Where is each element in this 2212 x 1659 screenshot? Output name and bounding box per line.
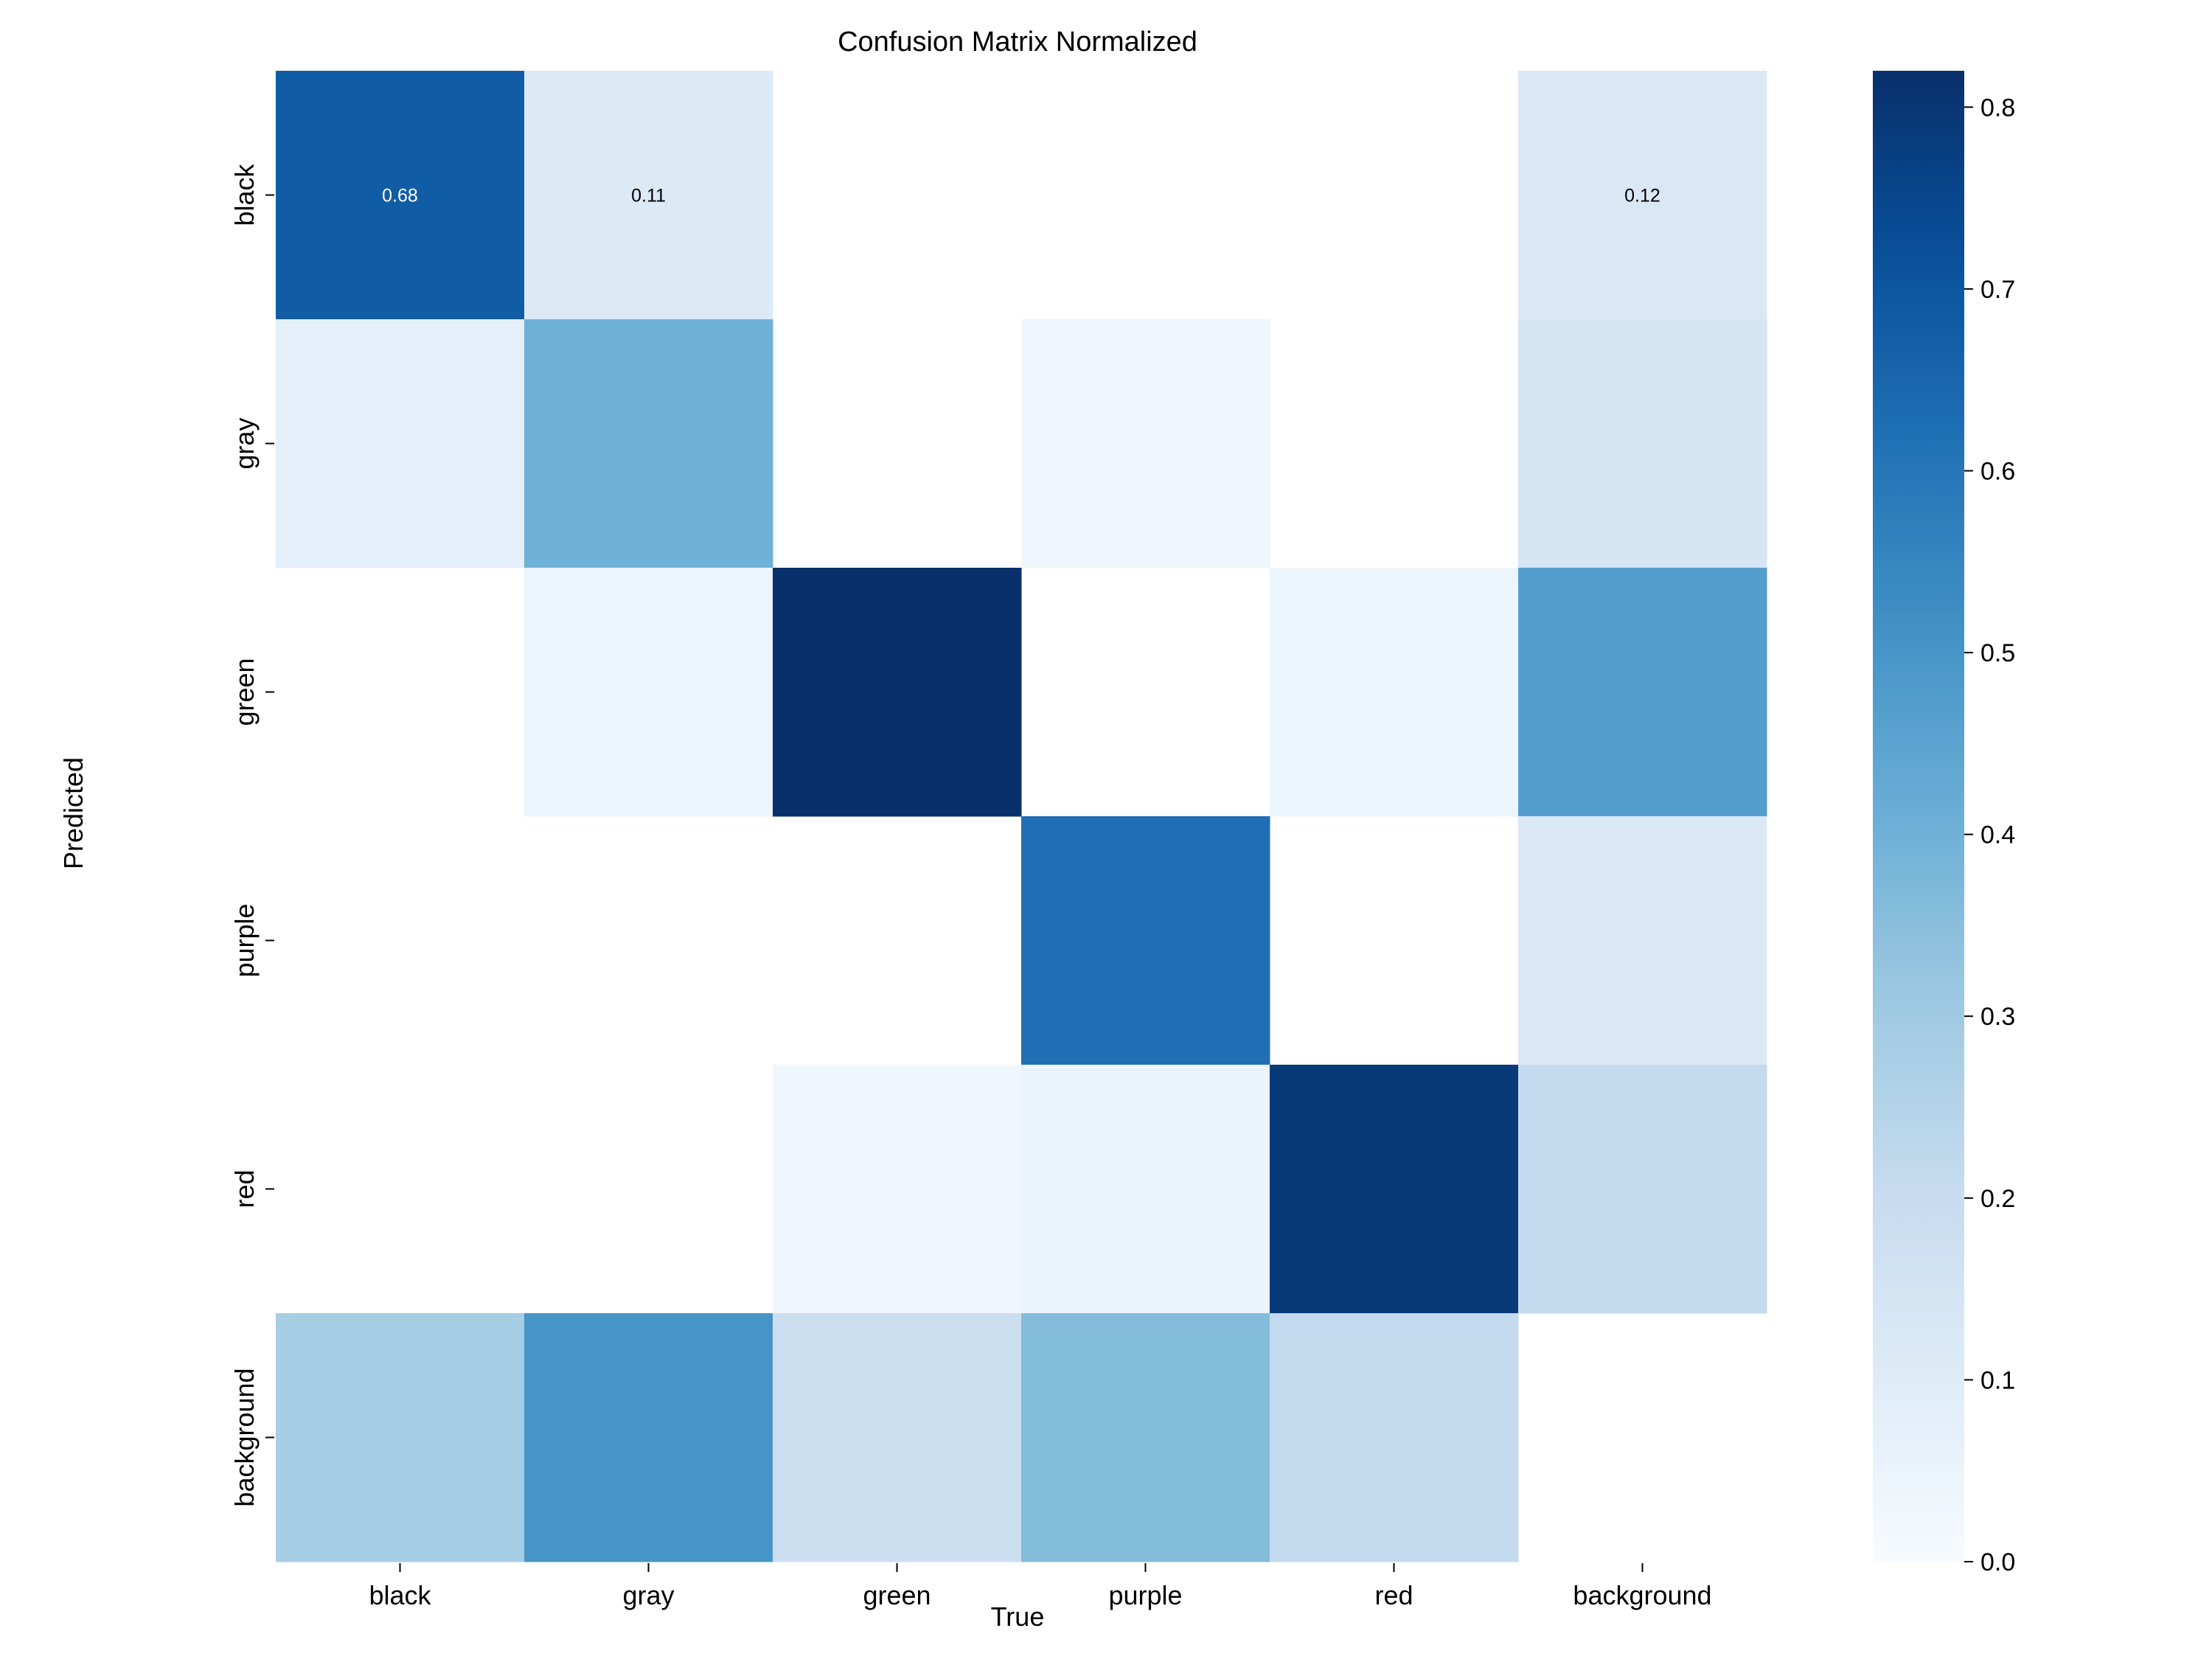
- x-tick-label: black: [369, 1580, 431, 1610]
- cell-annotation: 0.11: [631, 186, 666, 206]
- heatmap-cell-background-green: [773, 1313, 1022, 1562]
- colorbar-tick-label: 0.3: [1980, 1003, 2015, 1031]
- colorbar-tick-label: 0.6: [1980, 457, 2015, 485]
- colorbar: [1873, 71, 1964, 1562]
- x-tick-label: purple: [1108, 1580, 1182, 1610]
- heatmap-cell-purple-purple: [1021, 816, 1270, 1065]
- heatmap-cell-gray-gray: [524, 319, 773, 568]
- heatmap-cell-background-black: [276, 1313, 525, 1562]
- heatmap-cell-green-green: [773, 568, 1022, 817]
- colorbar-tick-label: 0.1: [1980, 1366, 2015, 1394]
- colorbar-tick-label: 0.5: [1980, 639, 2015, 667]
- colorbar-tick-label: 0.8: [1980, 94, 2015, 122]
- chart-title: Confusion Matrix Normalized: [838, 27, 1197, 58]
- heatmap-cell-red-purple: [1021, 1065, 1270, 1314]
- heatmap-cell-red-green: [773, 1065, 1022, 1314]
- y-tick-label: green: [229, 658, 260, 726]
- heatmap-cell-purple-background: [1518, 816, 1767, 1065]
- heatmap-cell-gray-purple: [1021, 319, 1270, 568]
- heatmap-cell-background-gray: [524, 1313, 773, 1562]
- heatmap-cell-green-red: [1270, 568, 1519, 817]
- x-tick-label: background: [1573, 1580, 1711, 1610]
- cell-annotation: 0.12: [1624, 186, 1660, 206]
- heatmap-cell-gray-background: [1518, 319, 1767, 568]
- heatmap-cell-red-background: [1518, 1065, 1767, 1314]
- colorbar-tick-label: 0.4: [1980, 821, 2015, 849]
- heatmap-cell-black-black: [276, 71, 525, 320]
- y-tick-label: purple: [229, 903, 260, 977]
- y-tick-label: black: [229, 163, 260, 226]
- colorbar-tick-label: 0.7: [1980, 276, 2015, 304]
- x-axis-label: True: [990, 1601, 1045, 1632]
- colorbar-tick-label: 0.0: [1980, 1548, 2015, 1576]
- y-axis-label: Predicted: [58, 757, 88, 870]
- heatmap-cell-background-red: [1270, 1313, 1519, 1562]
- x-tick-label: red: [1374, 1580, 1413, 1610]
- heatmap-cell-red-red: [1270, 1065, 1519, 1314]
- heatmap-cell-green-background: [1518, 568, 1767, 817]
- colorbar-tick-label: 0.2: [1980, 1185, 2015, 1213]
- heatmap-cell-black-gray: [524, 71, 773, 320]
- cell-annotation: 0.68: [382, 186, 418, 206]
- y-tick-label: red: [229, 1169, 260, 1208]
- x-tick-label: green: [863, 1580, 931, 1610]
- x-tick-label: gray: [622, 1580, 674, 1610]
- heatmap-cell-green-gray: [524, 568, 773, 817]
- heatmap-cell-black-background: [1518, 71, 1767, 320]
- heatmap-cell-background-purple: [1021, 1313, 1270, 1562]
- y-tick-label: background: [229, 1368, 260, 1506]
- y-tick-label: gray: [229, 417, 260, 469]
- heatmap-cell-gray-black: [276, 319, 525, 568]
